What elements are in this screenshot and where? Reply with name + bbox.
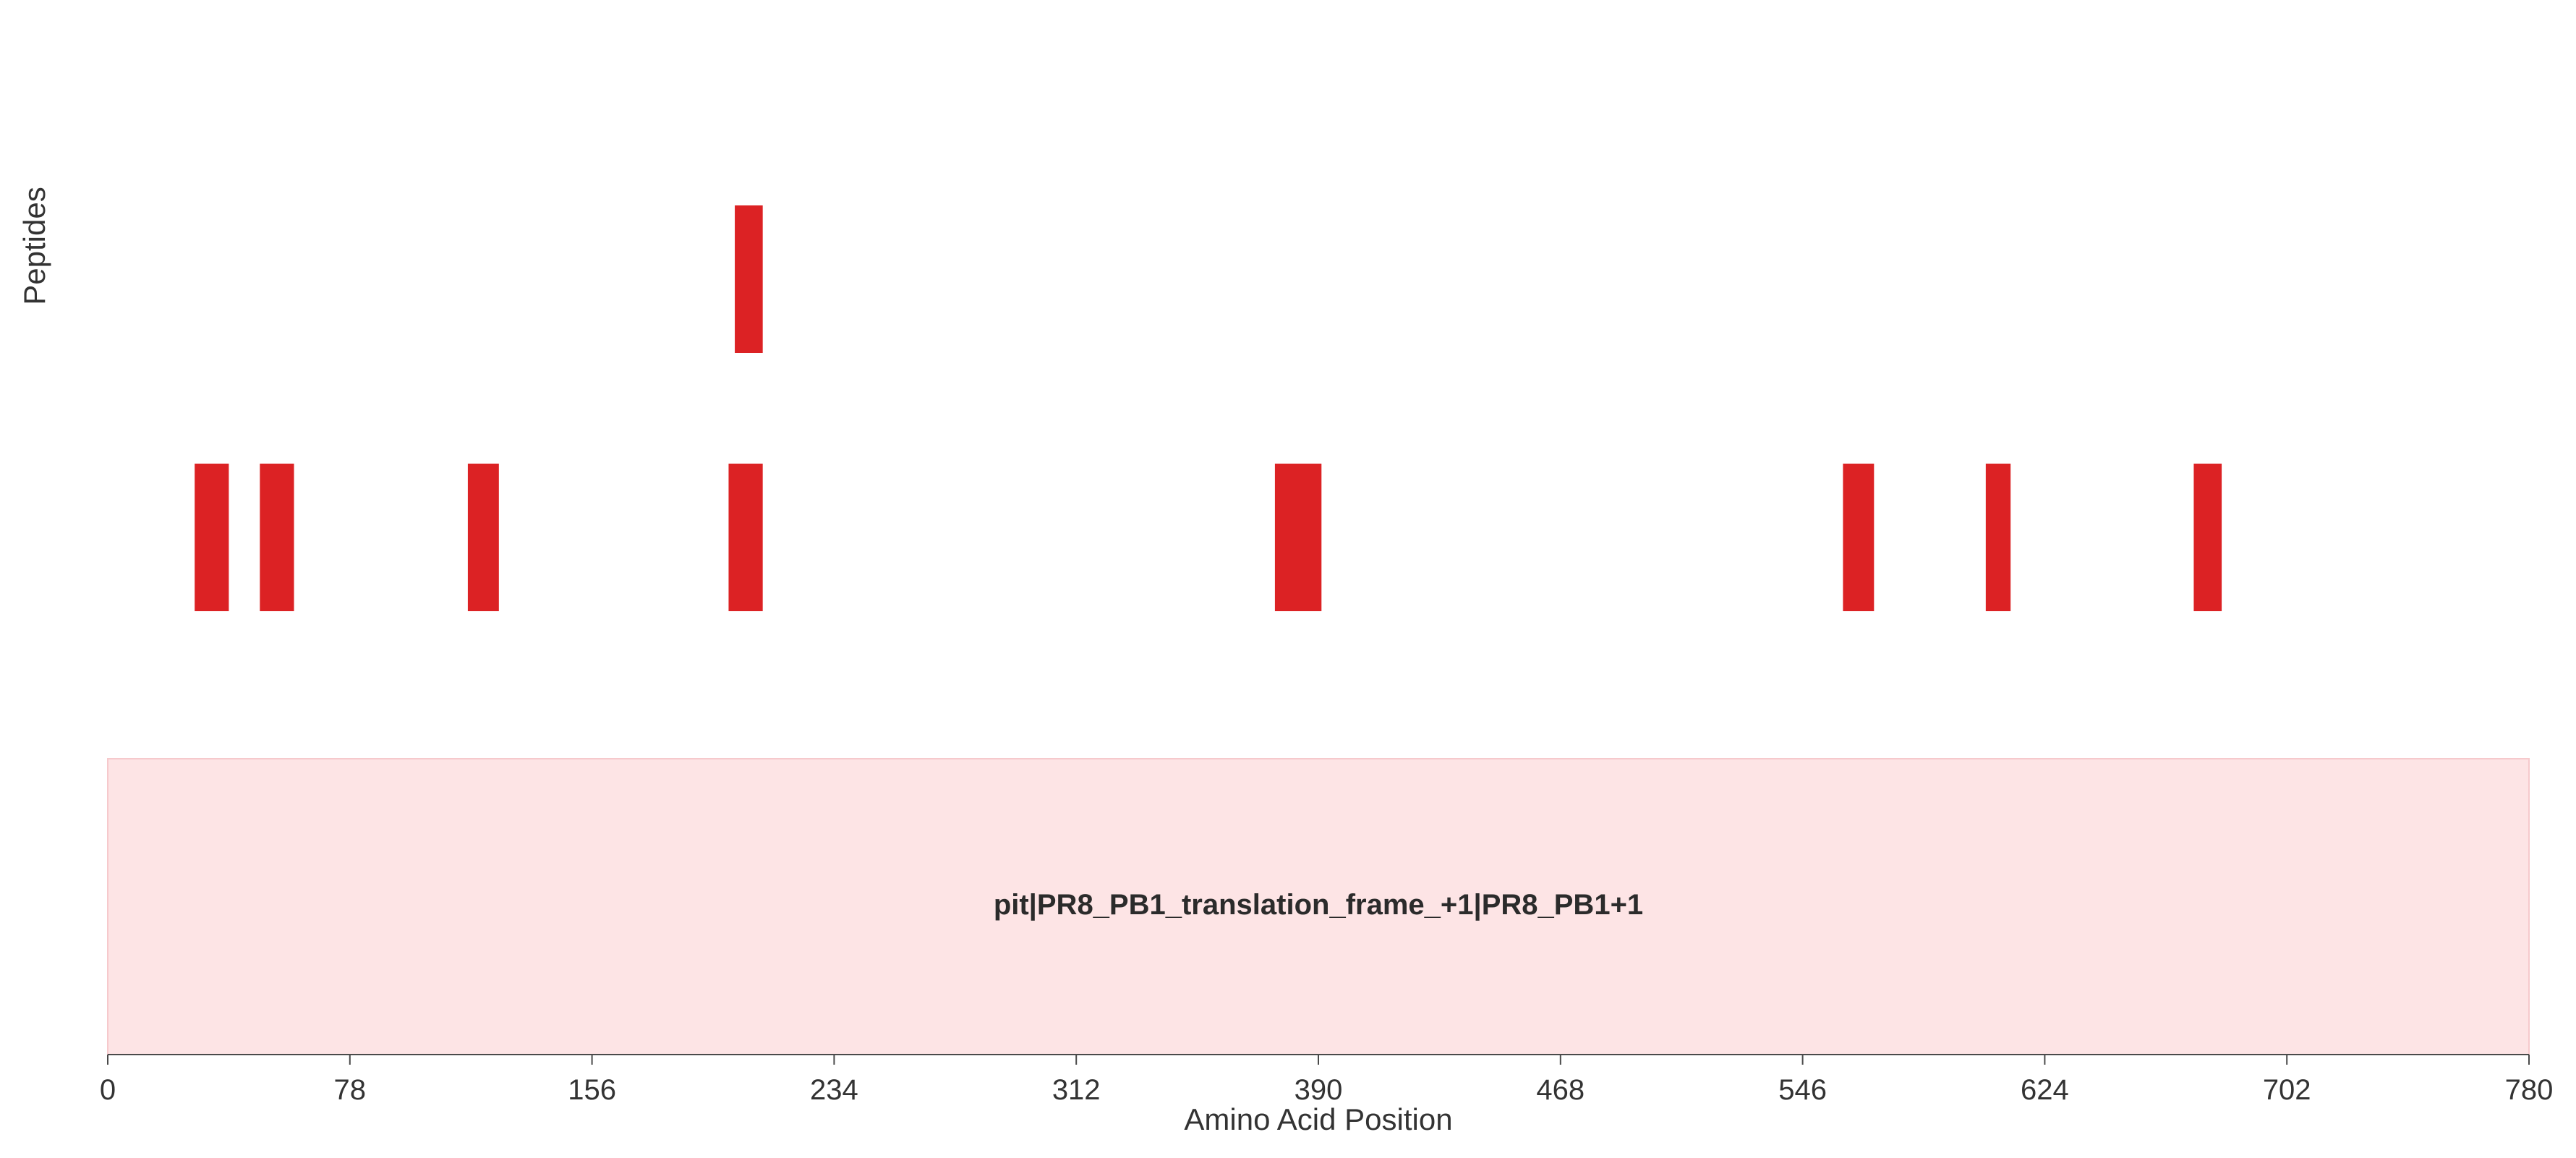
peptide-bar [467, 464, 499, 611]
peptide-bar [1985, 464, 2011, 611]
peptide-bar [1274, 464, 1322, 611]
peptide-bar [728, 464, 763, 611]
peptide-bar [260, 464, 294, 611]
x-tick-label: 312 [1052, 1074, 1101, 1106]
x-tick-label: 390 [1295, 1074, 1343, 1106]
peptide-bar [735, 205, 763, 353]
x-axis: 0 78 156 234 312 390 468 546 624 702 780 [100, 1054, 2554, 1106]
x-tick-label: 234 [810, 1074, 858, 1106]
x-tick-label: 0 [100, 1074, 116, 1106]
x-tick-label: 78 [334, 1074, 367, 1106]
peptide-bar [1843, 464, 1875, 611]
protein-bar [107, 758, 2530, 1055]
x-tick-label: 156 [568, 1074, 616, 1106]
protein-layer: pit|PR8_PB1_translation_frame_+1|PR8_PB1… [107, 758, 2530, 1055]
x-tick-label: 624 [2021, 1074, 2069, 1106]
x-tick-label: 546 [1778, 1074, 1827, 1106]
peptide-bar [195, 464, 229, 611]
x-tick-label: 702 [2263, 1074, 2311, 1106]
x-ticks: 0 78 156 234 312 390 468 546 624 702 780 [100, 1055, 2554, 1106]
x-tick-label: 468 [1536, 1074, 1585, 1106]
peptide-bar [2193, 464, 2222, 611]
x-tick-label: 780 [2505, 1074, 2554, 1106]
y-axis-label: Peptides [17, 187, 51, 305]
peptide-layer [195, 205, 2222, 611]
protein-label: pit|PR8_PB1_translation_frame_+1|PR8_PB1… [994, 889, 1643, 921]
x-axis-label: Amino Acid Position [1184, 1102, 1452, 1136]
